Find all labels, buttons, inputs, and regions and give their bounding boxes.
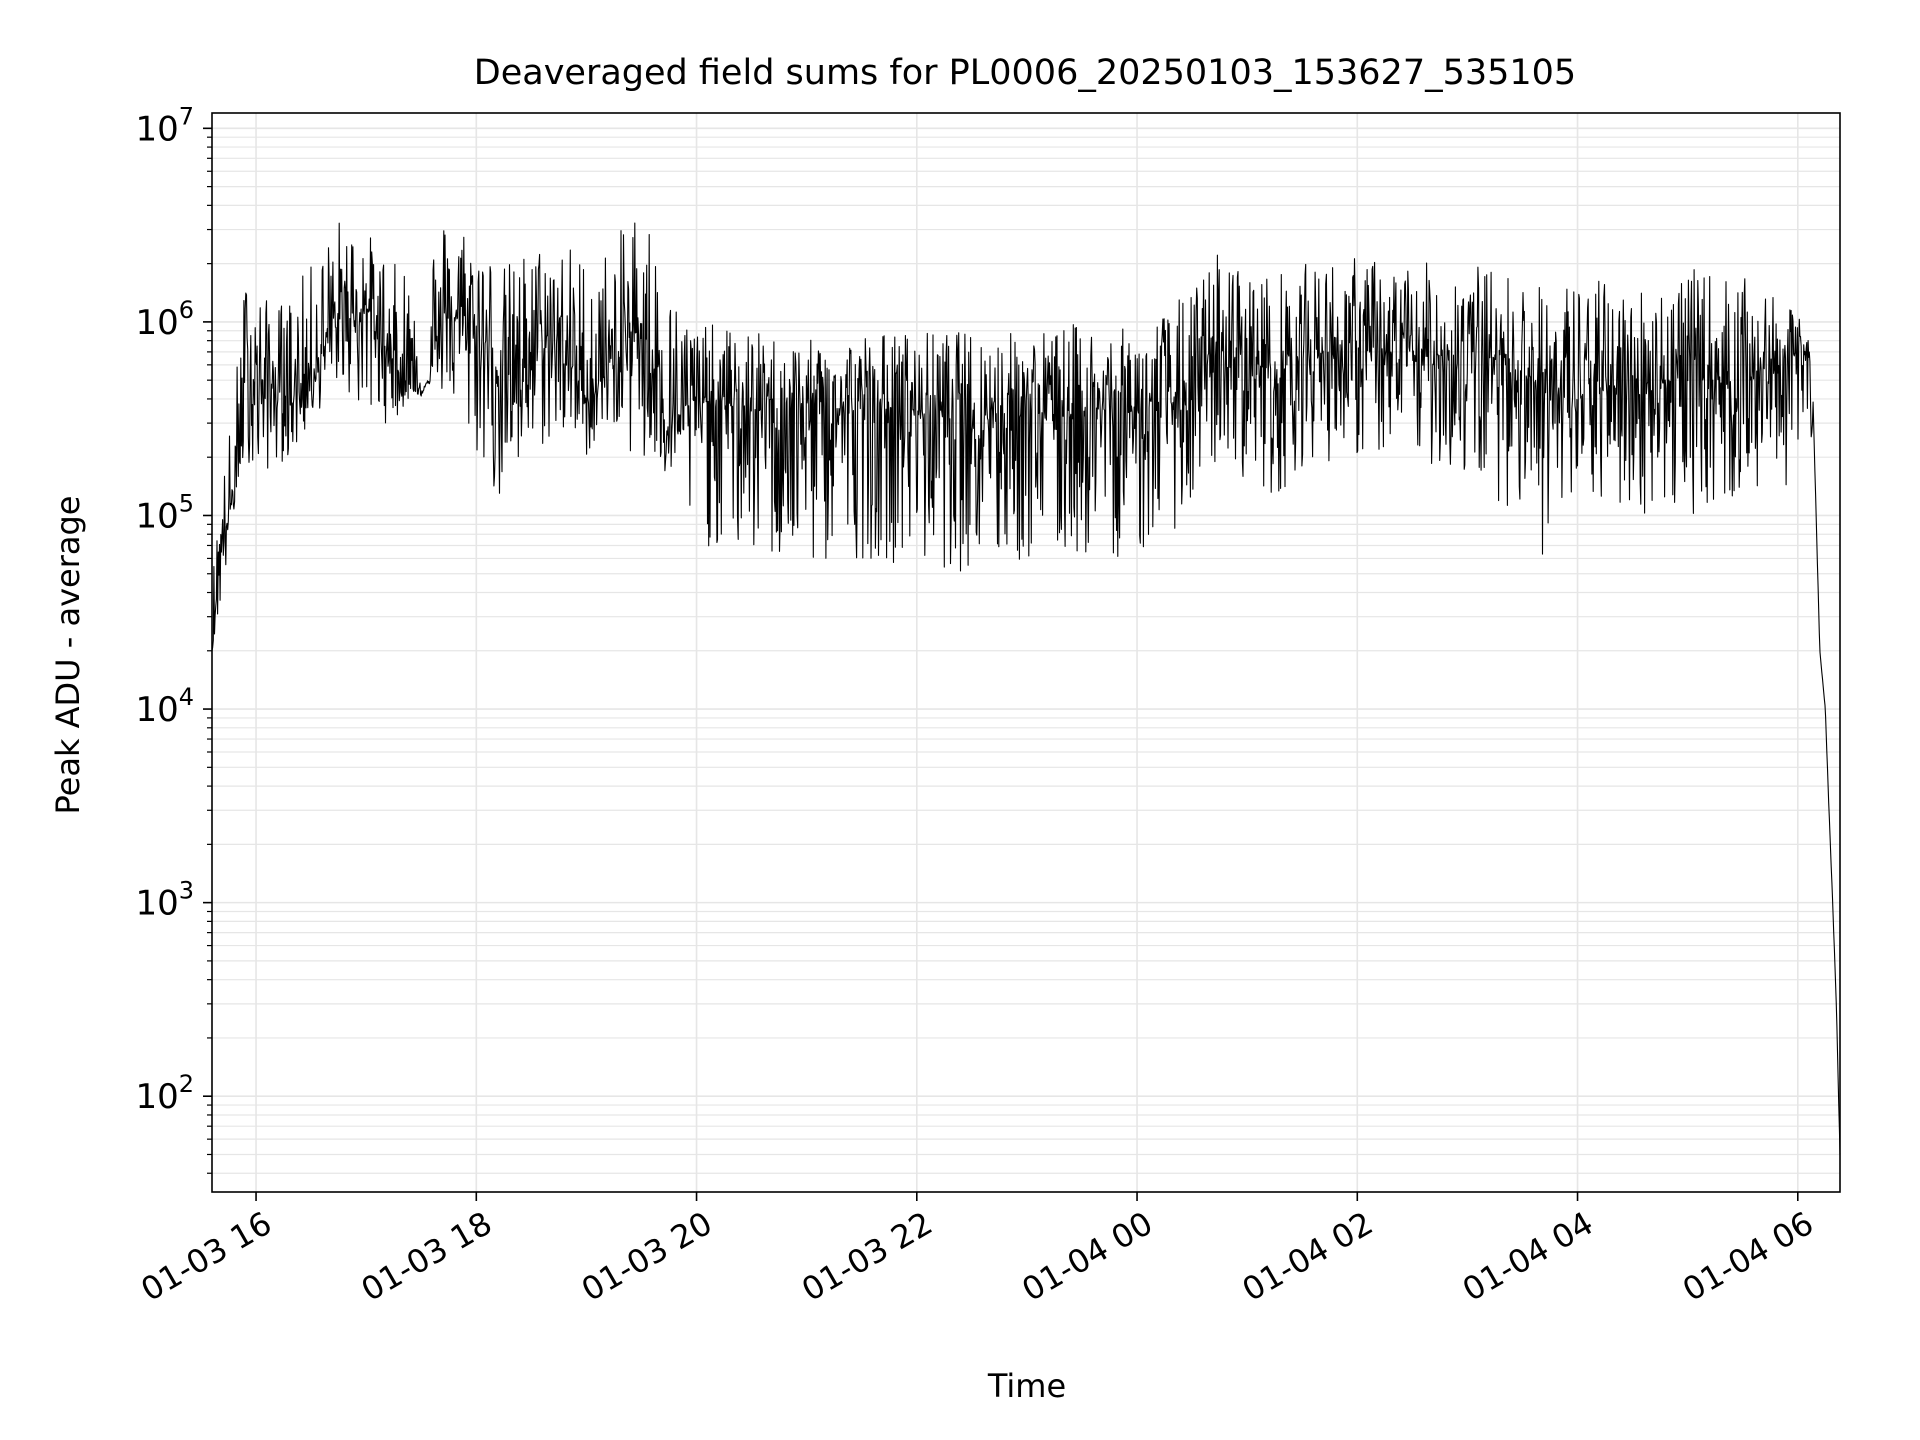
y-tick-label: 106 [135,296,194,343]
series-layer [211,222,1841,1155]
y-axis-label: Peak ADU - average [49,496,87,815]
y-tick-label: 105 [135,489,194,536]
plot-frame [211,112,1841,1193]
y-tick-label: 107 [135,102,194,149]
chart-title: Deaveraged field sums for PL0006_2025010… [474,53,1576,93]
y-tick-label: 102 [135,1070,194,1117]
y-tick-label: 104 [135,683,194,730]
series-line [211,222,1841,1155]
y-tick-label: 103 [135,877,194,924]
x-axis-label: Time [987,1367,1066,1405]
